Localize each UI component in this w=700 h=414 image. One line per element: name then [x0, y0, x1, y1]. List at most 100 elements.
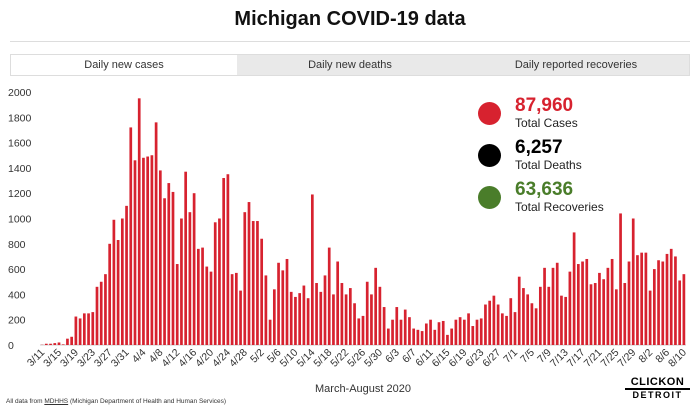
bar	[306, 298, 310, 345]
bar	[652, 269, 656, 345]
x-tick-label: 8/10	[666, 347, 689, 370]
stat-label: Total Cases	[515, 116, 578, 130]
stat-value: 6,257	[515, 137, 563, 158]
bar	[175, 264, 179, 345]
x-tick-label: 8/2	[636, 347, 655, 366]
stat-value: 87,960	[515, 95, 574, 116]
bar	[281, 270, 285, 345]
bar	[49, 343, 52, 345]
bar	[158, 170, 162, 345]
bar	[310, 194, 314, 345]
bar	[133, 160, 137, 345]
bar	[234, 272, 238, 345]
bar	[488, 300, 492, 345]
x-tick-label: 4/4	[130, 347, 149, 366]
bar	[386, 328, 390, 345]
bar	[120, 218, 124, 345]
bar	[247, 202, 251, 345]
bar	[420, 331, 424, 345]
bar	[669, 248, 673, 345]
tab[interactable]: Daily new deaths	[237, 55, 463, 75]
bar	[137, 98, 141, 345]
bar	[340, 283, 344, 345]
source-link[interactable]: MDHHS	[44, 398, 69, 405]
bar	[260, 238, 264, 345]
y-tick-label: 1200	[8, 188, 32, 200]
bar	[201, 247, 204, 345]
bar	[661, 261, 665, 345]
bar	[378, 286, 382, 345]
stat-dot	[478, 144, 501, 167]
bar	[129, 127, 133, 345]
bar	[665, 253, 669, 345]
bar	[462, 319, 466, 345]
bar	[239, 290, 242, 345]
tabs: Daily new cases Daily new deaths Daily r…	[10, 54, 690, 76]
tab[interactable]: Daily reported recoveries	[463, 55, 689, 75]
bar	[323, 275, 327, 345]
bar	[589, 284, 593, 345]
bar	[564, 296, 568, 345]
bar	[218, 218, 221, 345]
footer-text: All data from	[6, 398, 43, 405]
bar	[614, 289, 618, 345]
bar	[171, 191, 175, 345]
bar	[289, 291, 293, 345]
bar	[74, 316, 78, 345]
tab[interactable]: Daily new cases	[11, 55, 237, 75]
bar	[408, 317, 411, 345]
bar	[585, 258, 589, 345]
bar	[429, 319, 432, 345]
bar	[627, 261, 631, 345]
stat: 6,257 Total Deaths	[478, 137, 678, 180]
x-tick-label: 6/3	[383, 347, 402, 366]
bar	[142, 157, 145, 345]
bar	[205, 266, 209, 345]
bar	[382, 307, 386, 345]
x-tick-label: 6/27	[480, 347, 503, 370]
bar	[348, 288, 352, 345]
x-tick-label: 7/29	[615, 347, 638, 370]
x-tick-label: 3/31	[109, 347, 132, 370]
bar	[530, 303, 534, 345]
x-tick-label: 7/5	[518, 347, 537, 366]
x-tick-label: 5/2	[248, 347, 267, 366]
bar	[180, 218, 183, 345]
stat-dot	[478, 186, 501, 209]
bar	[272, 289, 276, 345]
y-tick-label: 1600	[8, 138, 32, 150]
bar	[555, 262, 559, 345]
y-tick-label: 2000	[8, 87, 32, 99]
logo-text: DETROIT	[625, 388, 690, 401]
bar	[163, 198, 166, 345]
bar	[568, 271, 572, 345]
bar	[357, 318, 361, 345]
bar	[644, 252, 648, 345]
bar	[433, 329, 437, 345]
bar	[479, 318, 483, 345]
bar	[576, 264, 580, 345]
y-tick-label: 1800	[8, 112, 32, 124]
bar	[222, 178, 226, 345]
bar	[572, 232, 576, 345]
bar	[399, 319, 403, 345]
y-tick-label: 200	[8, 315, 26, 327]
bar	[82, 313, 86, 345]
y-tick-label: 0	[8, 340, 14, 352]
bar	[370, 294, 373, 345]
bar	[298, 293, 302, 345]
bar	[657, 260, 660, 345]
bar	[475, 319, 479, 345]
bar	[623, 283, 627, 345]
bar	[526, 294, 530, 345]
bar	[678, 280, 682, 345]
separator	[10, 41, 690, 42]
bar	[353, 303, 356, 345]
stat-label: Total Recoveries	[515, 200, 604, 214]
bar	[648, 290, 652, 345]
bar	[192, 193, 196, 345]
bar	[416, 329, 420, 345]
bar	[344, 294, 348, 345]
bar	[365, 281, 369, 345]
